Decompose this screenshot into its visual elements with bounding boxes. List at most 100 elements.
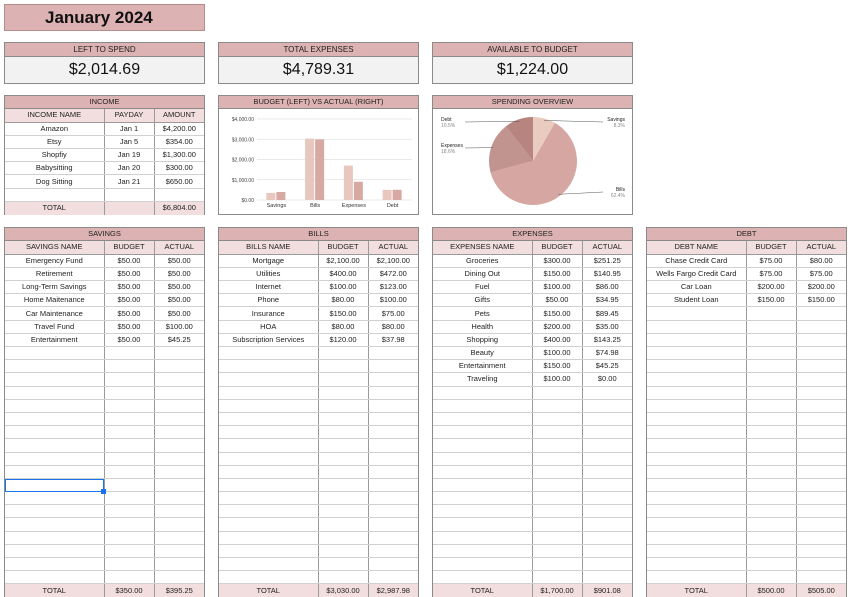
debt-cell-col2[interactable] [746, 544, 797, 559]
savings-cell-name[interactable] [5, 452, 105, 466]
bills-cell-col3[interactable] [368, 346, 418, 361]
expenses-cell-name[interactable]: Entertainment [433, 359, 533, 374]
bills-cell-name[interactable]: Insurance [219, 306, 319, 321]
savings-cell-col2[interactable]: $50.00 [104, 306, 155, 321]
savings-cell-col3[interactable]: $100.00 [154, 320, 204, 334]
bills-cell-name[interactable] [219, 425, 319, 440]
debt-cell-col3[interactable] [796, 557, 846, 572]
income-cell-col2[interactable]: Jan 20 [104, 161, 155, 176]
bills-cell-col3[interactable] [368, 557, 418, 572]
bills-cell-col3[interactable]: $100.00 [368, 293, 418, 308]
expenses-cell-col2[interactable] [532, 570, 583, 585]
bills-cell-name[interactable]: HOA [219, 320, 319, 334]
expenses-cell-col3[interactable]: $34.95 [582, 293, 632, 308]
savings-cell-col2[interactable] [104, 531, 155, 545]
expenses-cell-name[interactable] [433, 465, 533, 479]
savings-cell-col3[interactable] [154, 504, 204, 519]
expenses-cell-col3[interactable] [582, 557, 632, 572]
savings-cell-col2[interactable]: $50.00 [104, 254, 155, 268]
debt-cell-name[interactable] [647, 570, 747, 585]
savings-cell-col3[interactable]: $50.00 [154, 293, 204, 308]
debt-cell-name[interactable] [647, 438, 747, 453]
debt-cell-name[interactable] [647, 557, 747, 572]
expenses-cell-col3[interactable] [582, 425, 632, 440]
bills-cell-col3[interactable]: $37.98 [368, 333, 418, 348]
bills-cell-col3[interactable] [368, 478, 418, 493]
debt-cell-col3[interactable] [796, 438, 846, 453]
pie-slice-savings[interactable] [533, 117, 555, 161]
bills-cell-col3[interactable]: $2,100.00 [368, 254, 418, 268]
savings-cell-col3[interactable] [154, 544, 204, 559]
debt-cell-col2[interactable] [746, 306, 797, 321]
savings-cell-col3[interactable] [154, 412, 204, 427]
debt-cell-col2[interactable] [746, 372, 797, 387]
bills-cell-name[interactable] [219, 478, 319, 493]
expenses-cell-col2[interactable] [532, 544, 583, 559]
expenses-cell-col3[interactable]: $0.00 [582, 372, 632, 387]
bills-cell-col2[interactable] [318, 359, 369, 374]
debt-cell-col2[interactable] [746, 386, 797, 400]
income-cell-name[interactable]: Dog Sitting [5, 174, 105, 189]
debt-cell-col2[interactable] [746, 504, 797, 519]
income-cell-name[interactable] [5, 188, 105, 202]
expenses-cell-col2[interactable] [532, 517, 583, 532]
expenses-cell-name[interactable] [433, 399, 533, 413]
debt-cell-col2[interactable] [746, 320, 797, 334]
savings-cell-col3[interactable] [154, 517, 204, 532]
debt-cell-col2[interactable]: $75.00 [746, 267, 797, 282]
savings-cell-name[interactable] [5, 517, 105, 532]
bills-cell-col2[interactable]: $150.00 [318, 306, 369, 321]
expenses-cell-col2[interactable] [532, 478, 583, 493]
savings-cell-col2[interactable] [104, 425, 155, 440]
expenses-cell-col2[interactable] [532, 386, 583, 400]
income-cell-name[interactable]: Shopfiy [5, 148, 105, 163]
expenses-cell-col2[interactable] [532, 425, 583, 440]
expenses-cell-col3[interactable] [582, 531, 632, 545]
debt-cell-col3[interactable] [796, 478, 846, 493]
income-cell-col2[interactable]: Jan 5 [104, 135, 155, 150]
bills-cell-col2[interactable]: $100.00 [318, 280, 369, 295]
bar-expenses-budget[interactable] [343, 165, 353, 200]
expenses-cell-name[interactable] [433, 386, 533, 400]
debt-cell-col2[interactable] [746, 438, 797, 453]
bills-cell-col3[interactable] [368, 465, 418, 479]
bills-cell-col2[interactable] [318, 438, 369, 453]
savings-cell-name[interactable] [5, 412, 105, 427]
expenses-cell-col3[interactable] [582, 452, 632, 466]
savings-cell-col3[interactable] [154, 465, 204, 479]
expenses-cell-name[interactable]: Shopping [433, 333, 533, 348]
expenses-cell-col2[interactable]: $400.00 [532, 333, 583, 348]
pie-slice-debt[interactable] [505, 117, 533, 161]
debt-cell-col3[interactable] [796, 346, 846, 361]
bills-cell-name[interactable] [219, 491, 319, 506]
bills-cell-col3[interactable] [368, 531, 418, 545]
bills-cell-col3[interactable] [368, 438, 418, 453]
savings-cell-col3[interactable] [154, 491, 204, 506]
debt-cell-col3[interactable] [796, 452, 846, 466]
expenses-cell-name[interactable]: Traveling [433, 372, 533, 387]
debt-cell-name[interactable] [647, 465, 747, 479]
bills-cell-name[interactable] [219, 372, 319, 387]
expenses-cell-name[interactable] [433, 412, 533, 427]
available-to-budget-value[interactable]: $1,224.00 [433, 57, 632, 83]
expenses-cell-name[interactable] [433, 570, 533, 585]
bar-bills-budget[interactable] [305, 138, 315, 200]
expenses-cell-col2[interactable]: $150.00 [532, 306, 583, 321]
income-cell-col2[interactable] [104, 188, 155, 202]
bills-cell-col2[interactable]: $80.00 [318, 320, 369, 334]
savings-cell-name[interactable] [5, 386, 105, 400]
bills-cell-col2[interactable] [318, 412, 369, 427]
income-cell-col2[interactable]: Jan 1 [104, 122, 155, 136]
debt-cell-name[interactable]: Student Loan [647, 293, 747, 308]
bar-debt-actual[interactable] [392, 189, 402, 200]
bills-cell-col2[interactable] [318, 557, 369, 572]
expenses-cell-col3[interactable] [582, 478, 632, 493]
savings-cell-col3[interactable] [154, 386, 204, 400]
debt-cell-name[interactable]: Car Loan [647, 280, 747, 295]
bills-cell-col2[interactable] [318, 372, 369, 387]
bills-cell-col2[interactable] [318, 517, 369, 532]
debt-cell-col2[interactable]: $75.00 [746, 254, 797, 268]
debt-cell-name[interactable] [647, 425, 747, 440]
debt-cell-col3[interactable] [796, 320, 846, 334]
debt-cell-col2[interactable] [746, 465, 797, 479]
